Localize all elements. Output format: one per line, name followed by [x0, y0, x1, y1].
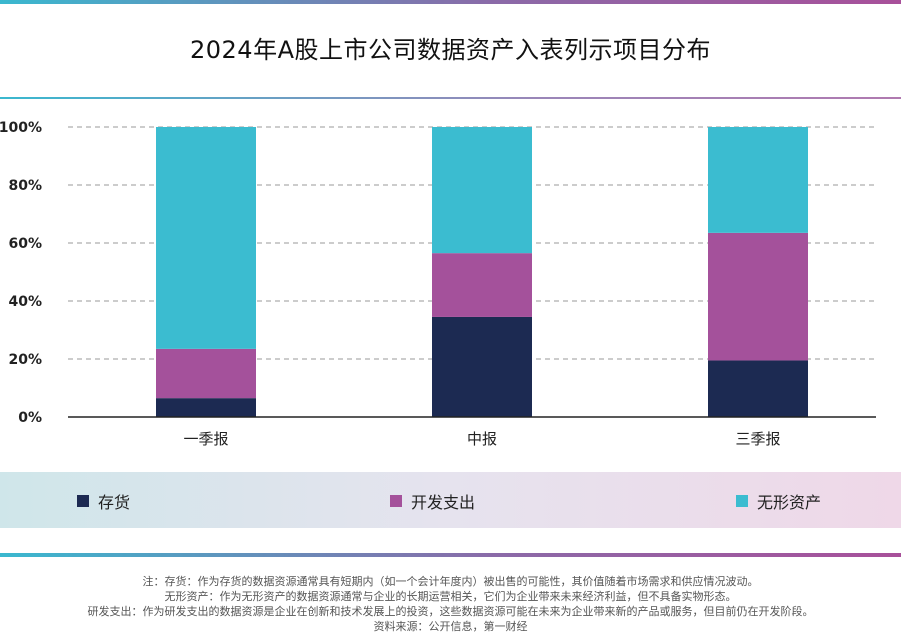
legend-swatch-intangible — [736, 495, 748, 507]
x-tick-label: 一季报 — [183, 430, 228, 448]
note-inventory: 注：存货：作为存货的数据资源通常具有短期内（如一个会计年度内）被出售的可能性，其… — [142, 575, 759, 588]
bar-segment — [708, 232, 808, 361]
legend-label-intangible: 无形资产 — [757, 493, 822, 512]
legend-swatch-dev-expense — [390, 495, 402, 507]
y-tick-label: 40% — [8, 294, 42, 310]
bar-segment — [156, 398, 256, 417]
bar-segment — [156, 127, 256, 349]
note-intangible: 无形资产：作为无形资产的数据资源通常与企业的长期运营相关，它们为企业带来未来经济… — [164, 590, 737, 603]
bar-segment — [156, 348, 256, 399]
note-dev-expense: 研发支出：作为研发支出的数据资源是企业在创新和技术发展上的投资，这些数据资源可能… — [87, 605, 814, 618]
legend-label-inventory: 存货 — [98, 493, 131, 512]
legend-item-dev-expense: 开发支出 — [390, 489, 475, 513]
footnotes: 注：存货：作为存货的数据资源通常具有短期内（如一个会计年度内）被出售的可能性，其… — [0, 574, 901, 634]
legend-swatch-inventory — [77, 495, 89, 507]
bar-segment — [708, 127, 808, 233]
legend-item-inventory: 存货 — [77, 489, 130, 513]
y-tick-label: 0% — [18, 410, 42, 426]
legend-label-dev-expense: 开发支出 — [411, 493, 476, 512]
y-tick-label: 60% — [8, 236, 42, 252]
y-tick-label: 100% — [0, 120, 42, 136]
source-note: 资料来源：公开信息，第一财经 — [373, 620, 528, 633]
top-accent-bar — [0, 0, 901, 4]
stacked-bar-chart: 0% 20% 40% 60% 80% 100% 一季报 中报 三季报 — [0, 120, 876, 448]
bar-segment — [708, 360, 808, 417]
title-divider — [0, 97, 901, 99]
bar-segment — [432, 316, 532, 417]
y-tick-label: 20% — [8, 352, 42, 368]
bottom-accent-bar — [0, 553, 901, 557]
x-tick-label: 三季报 — [735, 430, 780, 448]
bar-segment — [432, 127, 532, 254]
x-tick-label: 中报 — [467, 430, 497, 448]
y-tick-label: 80% — [8, 178, 42, 194]
legend: 存货 开发支出 无形资产 — [0, 472, 901, 528]
legend-item-intangible: 无形资产 — [736, 489, 821, 513]
bar-segment — [432, 253, 532, 317]
chart-title: 2024年A股上市公司数据资产入表列示项目分布 — [190, 36, 711, 64]
